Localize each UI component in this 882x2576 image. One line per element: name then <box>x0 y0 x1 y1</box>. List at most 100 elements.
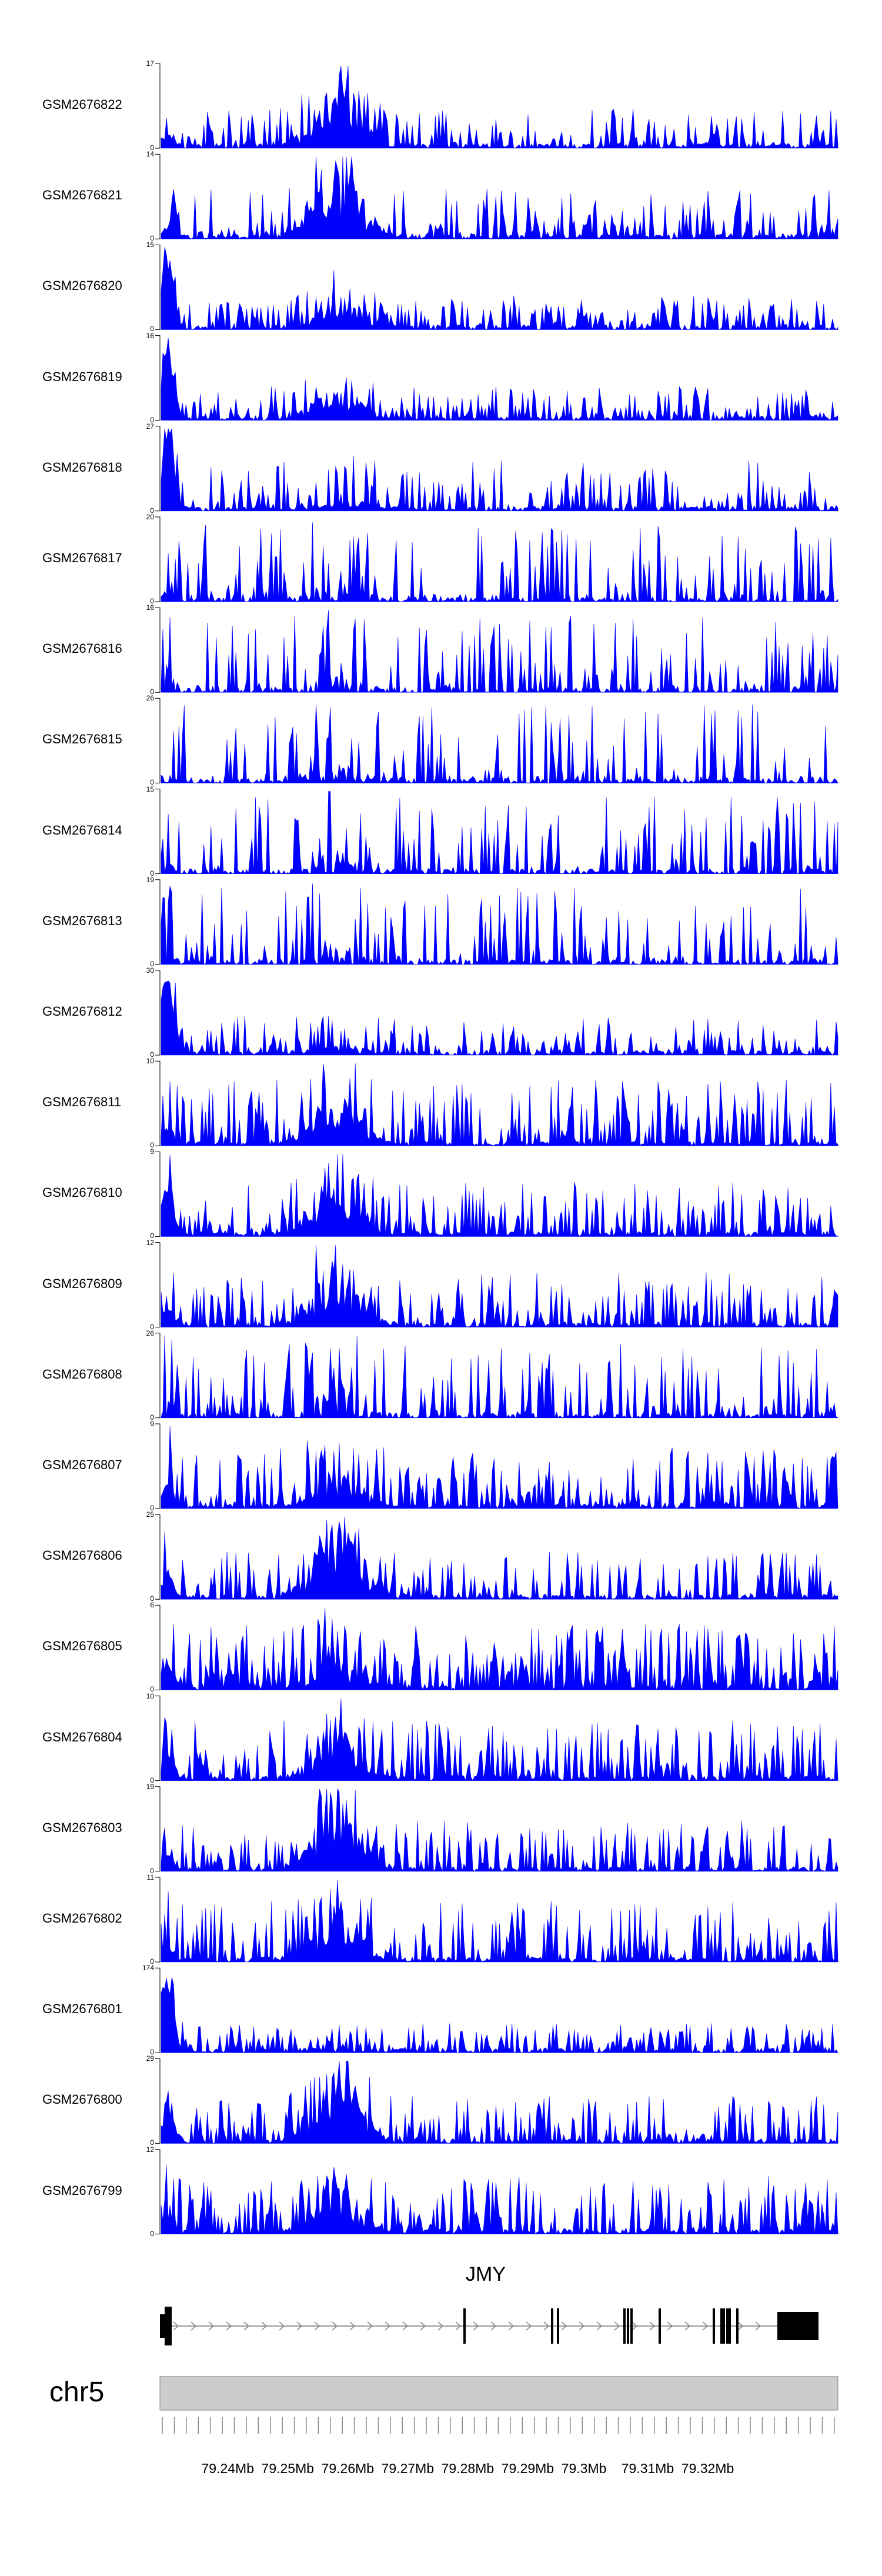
track-min-label: 0 <box>150 1685 154 1694</box>
track-min-label: 0 <box>150 688 154 696</box>
track-max-label: 17 <box>146 59 154 68</box>
track-min-label: 0 <box>150 1232 154 1240</box>
track-y-axis <box>155 1877 161 1963</box>
chromosome-axis <box>159 2376 838 2434</box>
coverage-area <box>161 156 838 240</box>
track-max-label: 9 <box>150 1420 154 1428</box>
axis-tick-label: 79.29Mb <box>501 2461 554 2476</box>
track-y-axis <box>155 2058 161 2144</box>
track-sample-label: GSM2676809 <box>42 1276 122 1291</box>
strand-arrow-icon <box>332 2321 338 2331</box>
strand-arrow-icon <box>208 2321 215 2331</box>
track-max-label: 9 <box>150 1147 154 1156</box>
track-max-label: 12 <box>146 2145 154 2154</box>
track-min-label: 0 <box>150 144 154 152</box>
strand-arrow-icon <box>191 2321 197 2331</box>
coverage-area <box>161 791 838 875</box>
track-y-axis <box>155 1333 161 1419</box>
gene-utr <box>777 2312 818 2340</box>
track-min-label: 0 <box>150 1413 154 1422</box>
track-min-label: 0 <box>150 325 154 333</box>
track-sample-label: GSM2676820 <box>42 278 122 293</box>
track-min-label: 0 <box>150 1957 154 1966</box>
track-sample-label: GSM2676822 <box>42 97 122 112</box>
track-max-label: 10 <box>146 1057 154 1066</box>
track-y-axis <box>155 426 161 512</box>
track-max-label: 29 <box>146 2054 154 2063</box>
gene-exon <box>720 2308 725 2344</box>
track-max-label: 26 <box>146 1329 154 1337</box>
strand-arrow-icon <box>367 2321 373 2331</box>
axis-tick-label: 79.3Mb <box>561 2461 607 2476</box>
track-max-label: 19 <box>146 1782 154 1791</box>
strand-arrow-icon <box>402 2321 409 2331</box>
strand-arrow-icon <box>579 2321 585 2331</box>
strand-arrow-icon <box>243 2321 250 2331</box>
track-min-label: 0 <box>150 506 154 515</box>
track-y-axis <box>155 1786 161 1872</box>
strand-arrow-icon <box>455 2321 462 2331</box>
strand-arrow-icon <box>543 2321 550 2331</box>
track-max-label: 26 <box>146 694 154 703</box>
track-max-label: 10 <box>146 1691 154 1700</box>
strand-arrow-icon <box>296 2321 303 2331</box>
track-sample-label: GSM2676805 <box>42 1639 122 1654</box>
track-max-label: 15 <box>146 785 154 793</box>
track-sample-label: GSM2676819 <box>42 369 122 384</box>
track-max-label: 14 <box>146 150 154 159</box>
gene-exon <box>551 2308 553 2344</box>
strand-arrow-icon <box>702 2321 709 2331</box>
track-y-axis <box>155 970 161 1056</box>
coverage-area <box>161 980 838 1056</box>
gene-exon <box>463 2308 466 2344</box>
coverage-area <box>161 247 838 331</box>
coverage-area <box>161 65 838 149</box>
track-sample-label: GSM2676811 <box>42 1095 122 1110</box>
track-y-axis <box>155 1060 161 1146</box>
strand-arrow-icon <box>737 2321 744 2331</box>
track-max-label: 16 <box>146 603 154 612</box>
coverage-area <box>161 1154 838 1237</box>
track-sample-label: GSM2676812 <box>42 1004 122 1019</box>
track-sample-label: GSM2676813 <box>42 913 122 928</box>
track-y-axis <box>155 63 161 149</box>
track-min-label: 0 <box>150 2048 154 2057</box>
strand-arrow-icon <box>349 2321 356 2331</box>
strand-arrow-icon <box>385 2321 391 2331</box>
strand-arrow-icon <box>667 2321 673 2331</box>
gene-exon <box>160 2314 165 2338</box>
strand-arrow-icon <box>314 2321 320 2331</box>
track-max-label: 11 <box>146 1873 154 1881</box>
track-sample-label: GSM2676821 <box>42 188 122 203</box>
strand-arrow-icon <box>632 2321 638 2331</box>
coverage-area <box>161 428 838 512</box>
strand-arrow-icon <box>508 2321 514 2331</box>
track-sample-label: GSM2676815 <box>42 732 122 747</box>
strand-arrow-icon <box>561 2321 567 2331</box>
track-y-axis <box>155 1967 161 2053</box>
track-max-label: 16 <box>146 331 154 340</box>
track-y-axis <box>155 516 161 602</box>
strand-arrow-icon <box>473 2321 479 2331</box>
track-min-label: 0 <box>150 778 154 787</box>
track-min-label: 0 <box>150 2229 154 2238</box>
track-sample-label: GSM2676804 <box>42 1729 122 1744</box>
track-max-label: 20 <box>146 513 154 521</box>
track-y-axis <box>155 154 161 239</box>
axis-tick-label: 79.26Mb <box>321 2461 375 2476</box>
strand-arrow-icon <box>755 2321 761 2331</box>
track-sample-label: GSM2676799 <box>42 2183 122 2198</box>
track-min-label: 0 <box>150 1141 154 1150</box>
track-min-label: 0 <box>150 959 154 968</box>
track-y-axis <box>155 1604 161 1690</box>
track-max-label: 6 <box>150 1601 154 1610</box>
strand-arrow-icon <box>596 2321 603 2331</box>
gene-exon <box>736 2308 739 2344</box>
track-sample-label: GSM2676802 <box>42 1911 122 1926</box>
coverage-area <box>161 2165 838 2235</box>
coverage-area <box>161 1244 838 1328</box>
gene-exon <box>726 2308 731 2344</box>
track-sample-label: GSM2676803 <box>42 1820 122 1835</box>
track-y-axis <box>155 1423 161 1509</box>
